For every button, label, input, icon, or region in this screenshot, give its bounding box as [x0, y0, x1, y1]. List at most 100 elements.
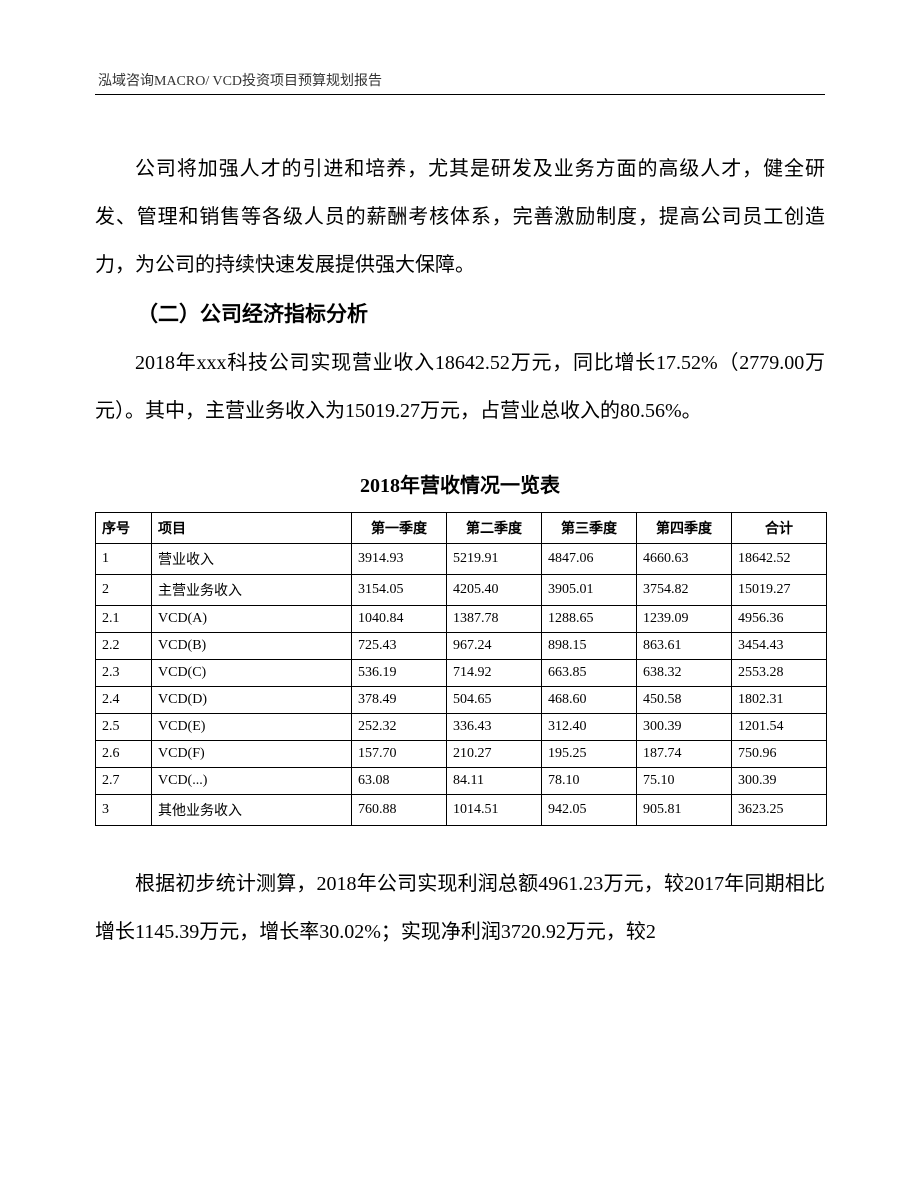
- cell-value: 1014.51: [447, 795, 542, 826]
- cell-item: VCD(A): [152, 606, 352, 633]
- cell-value: 63.08: [352, 768, 447, 795]
- table-row: 2主营业务收入3154.054205.403905.013754.8215019…: [96, 575, 827, 606]
- table-row: 2.6VCD(F)157.70210.27195.25187.74750.96: [96, 741, 827, 768]
- col-seq: 序号: [96, 513, 152, 544]
- table-row: 3其他业务收入760.881014.51942.05905.813623.25: [96, 795, 827, 826]
- cell-seq: 2.2: [96, 633, 152, 660]
- cell-value: 714.92: [447, 660, 542, 687]
- col-q4: 第四季度: [637, 513, 732, 544]
- cell-item: VCD(C): [152, 660, 352, 687]
- cell-value: 638.32: [637, 660, 732, 687]
- cell-value: 536.19: [352, 660, 447, 687]
- cell-value: 967.24: [447, 633, 542, 660]
- cell-value: 4205.40: [447, 575, 542, 606]
- cell-value: 210.27: [447, 741, 542, 768]
- cell-value: 75.10: [637, 768, 732, 795]
- cell-value: 1288.65: [542, 606, 637, 633]
- col-q2: 第二季度: [447, 513, 542, 544]
- col-item: 项目: [152, 513, 352, 544]
- paragraph-1: 公司将加强人才的引进和培养，尤其是研发及业务方面的高级人才，健全研发、管理和销售…: [95, 145, 825, 289]
- cell-value: 3905.01: [542, 575, 637, 606]
- cell-value: 84.11: [447, 768, 542, 795]
- cell-item: VCD(E): [152, 714, 352, 741]
- cell-value: 3154.05: [352, 575, 447, 606]
- cell-value: 3454.43: [732, 633, 827, 660]
- cell-value: 312.40: [542, 714, 637, 741]
- cell-value: 2553.28: [732, 660, 827, 687]
- cell-value: 725.43: [352, 633, 447, 660]
- page-header: 泓域咨询MACRO/ VCD投资项目预算规划报告: [95, 70, 825, 90]
- cell-value: 4956.36: [732, 606, 827, 633]
- cell-value: 1387.78: [447, 606, 542, 633]
- cell-value: 300.39: [732, 768, 827, 795]
- table-body: 1营业收入3914.935219.914847.064660.6318642.5…: [96, 544, 827, 826]
- cell-value: 1201.54: [732, 714, 827, 741]
- cell-item: VCD(B): [152, 633, 352, 660]
- cell-value: 3914.93: [352, 544, 447, 575]
- cell-value: 3623.25: [732, 795, 827, 826]
- table-row: 2.4VCD(D)378.49504.65468.60450.581802.31: [96, 687, 827, 714]
- cell-value: 863.61: [637, 633, 732, 660]
- cell-value: 15019.27: [732, 575, 827, 606]
- cell-value: 300.39: [637, 714, 732, 741]
- cell-value: 898.15: [542, 633, 637, 660]
- cell-seq: 2.4: [96, 687, 152, 714]
- cell-seq: 2.5: [96, 714, 152, 741]
- paragraph-3: 根据初步统计测算，2018年公司实现利润总额4961.23万元，较2017年同期…: [95, 860, 825, 956]
- document-page: 泓域咨询MACRO/ VCD投资项目预算规划报告 公司将加强人才的引进和培养，尤…: [0, 0, 920, 1191]
- table-row: 2.1VCD(A)1040.841387.781288.651239.09495…: [96, 606, 827, 633]
- cell-value: 663.85: [542, 660, 637, 687]
- cell-value: 3754.82: [637, 575, 732, 606]
- col-q1: 第一季度: [352, 513, 447, 544]
- cell-seq: 2.1: [96, 606, 152, 633]
- cell-value: 336.43: [447, 714, 542, 741]
- cell-value: 450.58: [637, 687, 732, 714]
- cell-item: 其他业务收入: [152, 795, 352, 826]
- cell-value: 4660.63: [637, 544, 732, 575]
- cell-item: 主营业务收入: [152, 575, 352, 606]
- section-heading: （二）公司经济指标分析: [95, 289, 825, 339]
- cell-item: VCD(F): [152, 741, 352, 768]
- table-row: 2.5VCD(E)252.32336.43312.40300.391201.54: [96, 714, 827, 741]
- cell-value: 504.65: [447, 687, 542, 714]
- cell-value: 195.25: [542, 741, 637, 768]
- table-row: 2.7VCD(...)63.0884.1178.1075.10300.39: [96, 768, 827, 795]
- cell-seq: 2.7: [96, 768, 152, 795]
- cell-item: VCD(D): [152, 687, 352, 714]
- cell-seq: 2.6: [96, 741, 152, 768]
- cell-item: 营业收入: [152, 544, 352, 575]
- table-header: 序号 项目 第一季度 第二季度 第三季度 第四季度 合计: [96, 513, 827, 544]
- cell-value: 1040.84: [352, 606, 447, 633]
- col-total: 合计: [732, 513, 827, 544]
- spacer: [95, 826, 825, 860]
- table-header-row: 序号 项目 第一季度 第二季度 第三季度 第四季度 合计: [96, 513, 827, 544]
- table-row: 2.2VCD(B)725.43967.24898.15863.613454.43: [96, 633, 827, 660]
- cell-seq: 1: [96, 544, 152, 575]
- cell-value: 760.88: [352, 795, 447, 826]
- cell-value: 18642.52: [732, 544, 827, 575]
- cell-value: 4847.06: [542, 544, 637, 575]
- revenue-table: 序号 项目 第一季度 第二季度 第三季度 第四季度 合计 1营业收入3914.9…: [95, 512, 827, 826]
- cell-value: 1239.09: [637, 606, 732, 633]
- col-q3: 第三季度: [542, 513, 637, 544]
- cell-seq: 3: [96, 795, 152, 826]
- cell-value: 157.70: [352, 741, 447, 768]
- cell-value: 468.60: [542, 687, 637, 714]
- table-row: 1营业收入3914.935219.914847.064660.6318642.5…: [96, 544, 827, 575]
- cell-value: 1802.31: [732, 687, 827, 714]
- cell-item: VCD(...): [152, 768, 352, 795]
- cell-value: 5219.91: [447, 544, 542, 575]
- cell-value: 78.10: [542, 768, 637, 795]
- header-divider: [95, 94, 825, 95]
- table-row: 2.3VCD(C)536.19714.92663.85638.322553.28: [96, 660, 827, 687]
- cell-value: 942.05: [542, 795, 637, 826]
- cell-seq: 2.3: [96, 660, 152, 687]
- table-title: 2018年营收情况一览表: [95, 469, 825, 498]
- cell-value: 187.74: [637, 741, 732, 768]
- cell-value: 905.81: [637, 795, 732, 826]
- cell-value: 750.96: [732, 741, 827, 768]
- cell-seq: 2: [96, 575, 152, 606]
- cell-value: 378.49: [352, 687, 447, 714]
- cell-value: 252.32: [352, 714, 447, 741]
- paragraph-2: 2018年xxx科技公司实现营业收入18642.52万元，同比增长17.52%（…: [95, 339, 825, 435]
